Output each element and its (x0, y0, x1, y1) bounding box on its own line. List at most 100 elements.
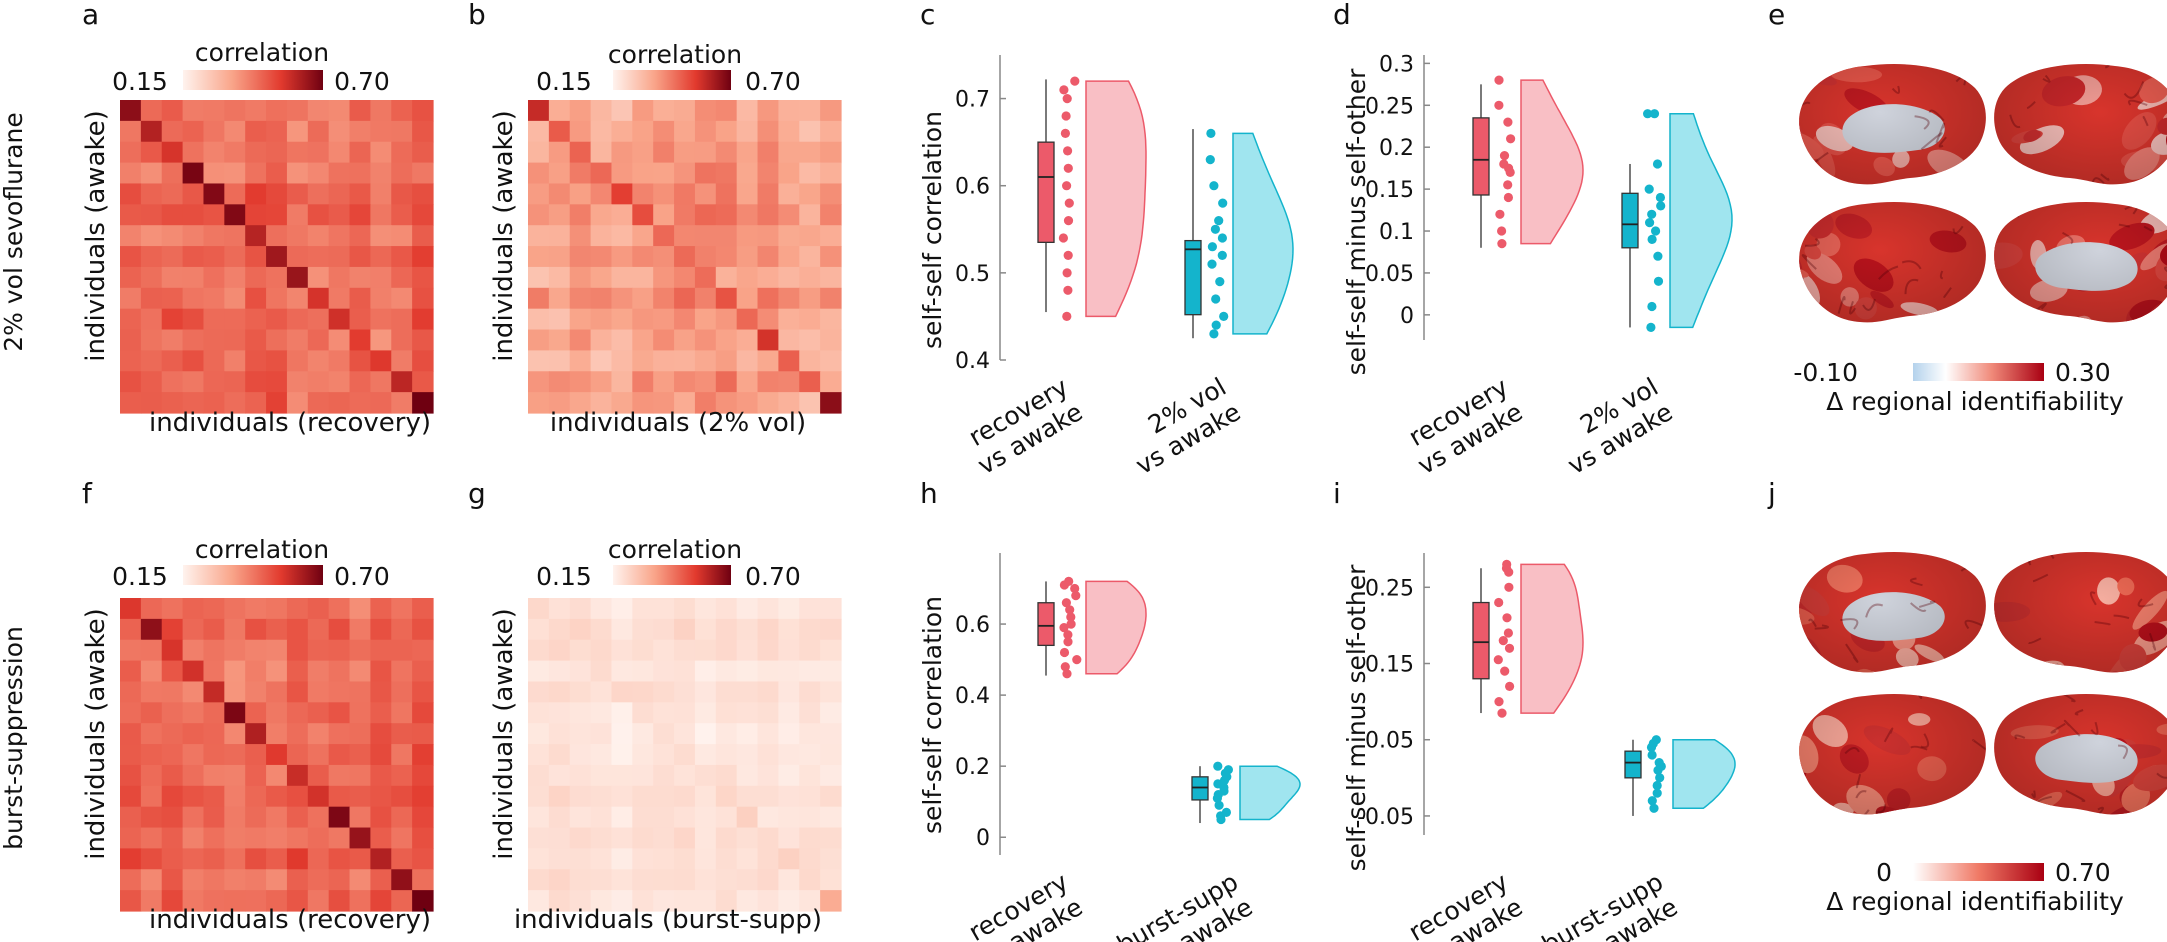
sulcus-line (2048, 663, 2059, 670)
brain-renderings-e (1581, 0, 2167, 371)
brain-region (1799, 702, 1803, 724)
heatmap-cell (370, 392, 392, 414)
heatmap-cell (182, 806, 205, 829)
brain-region (1651, 508, 1700, 531)
heatmap-cell (349, 246, 371, 268)
heatmap-xlabel-g: individuals (burst-supp) (514, 905, 822, 935)
brain-region (1689, 42, 1734, 78)
heatmap-cell (370, 350, 392, 372)
heatmap-cell (370, 100, 392, 122)
brain-region (1729, 655, 1762, 694)
heatmap-cell (757, 225, 779, 247)
data-point (1206, 128, 1216, 138)
heatmap-cell (632, 120, 654, 143)
heatmap-cell (799, 806, 821, 829)
heatmap-cell (140, 764, 163, 787)
brain-region (1751, 343, 1776, 371)
heatmap-cell (653, 141, 675, 164)
heatmap-cell (799, 183, 821, 205)
data-point (1066, 619, 1076, 629)
heatmap-cell (328, 660, 351, 683)
heatmap-cell (569, 702, 592, 724)
heatmap-cell (391, 764, 413, 787)
heatmap-cell (412, 744, 434, 766)
heatmap-cell (370, 204, 392, 226)
data-point (1064, 198, 1074, 208)
brain-region (1696, 0, 1738, 50)
brain-region (1594, 59, 1648, 109)
brain-region (2146, 870, 2167, 910)
brain-region (1673, 629, 1699, 655)
panel-label-i: i (1333, 477, 1341, 510)
heatmap-cell (161, 183, 184, 205)
heatmap-cell (632, 618, 654, 641)
heatmap-cell (757, 308, 779, 331)
heatmap-cell (694, 329, 717, 351)
heatmap-cell (569, 141, 592, 164)
data-point (1211, 320, 1221, 330)
heatmap-cell (736, 204, 759, 226)
heatmap-cell (736, 744, 759, 766)
heatmap-cell (370, 162, 392, 185)
heatmap-cell (245, 702, 267, 724)
heatmap-cell (799, 890, 821, 912)
heatmap-cell (611, 785, 633, 808)
heatmap-cell (548, 350, 571, 372)
heatmap-cell (307, 266, 330, 289)
heatmap-cell (632, 598, 654, 620)
heatmap-cell (286, 848, 309, 870)
heatmap-cell (548, 890, 571, 912)
heatmap-cell (203, 350, 225, 372)
heatmap-cell (245, 392, 267, 414)
heatmap-cell (161, 848, 184, 870)
heatmap-cell (757, 848, 779, 870)
brain-region (1682, 816, 1712, 846)
heatmap-cell (328, 371, 351, 393)
heatmap-cell (328, 100, 351, 122)
brain-region (1761, 637, 1802, 669)
heatmap-cell (569, 869, 592, 891)
heatmap-cell (307, 392, 330, 414)
heatmap-cell (120, 618, 142, 641)
data-point (1497, 239, 1507, 249)
heatmap-cell (391, 598, 413, 620)
heatmap-cell (120, 183, 142, 205)
heatmap-cell (203, 660, 225, 683)
heatmap-cell (569, 764, 592, 787)
heatmap-cell (736, 618, 759, 641)
brain-region (1703, 570, 1726, 596)
panel-label-a: a (82, 0, 99, 31)
brain-region (1799, 64, 1800, 83)
brain-region (1685, 596, 1728, 653)
heatmap-cell (161, 287, 184, 310)
data-point (1218, 198, 1228, 208)
sulcus-line (2004, 177, 2018, 185)
heatmap-cell (245, 183, 267, 205)
brain-region (1581, 0, 1621, 6)
heatmap-cell (140, 308, 163, 331)
heatmap-cell (266, 329, 288, 351)
heatmap-cell (820, 120, 842, 143)
heatmap-cell (412, 162, 434, 185)
xcat-d-1: 2% vol vs awake (1563, 372, 1678, 480)
brain-region (1710, 41, 1758, 57)
brain-region (1665, 72, 1695, 102)
heatmap-cell (528, 744, 550, 766)
heatmap-cell (611, 598, 633, 620)
sulcus-line (1891, 671, 1911, 673)
heatmap-cell (286, 869, 309, 891)
heatmap-cell (266, 287, 288, 310)
heatmap-cell (182, 225, 205, 247)
heatmap-cell (590, 392, 613, 414)
heatmap-cell (799, 392, 821, 414)
heatmap-cell (694, 785, 717, 808)
brain-region (1706, 89, 1739, 136)
heatmap-cell (799, 639, 821, 662)
sulcus-line (1778, 587, 1797, 599)
sulcus-line (1799, 276, 1805, 285)
data-point (1214, 800, 1224, 810)
heatmap-cell (528, 225, 550, 247)
heatmap-cell (611, 639, 633, 662)
heatmap-cell (569, 100, 592, 122)
brain-region (1744, 733, 1781, 763)
